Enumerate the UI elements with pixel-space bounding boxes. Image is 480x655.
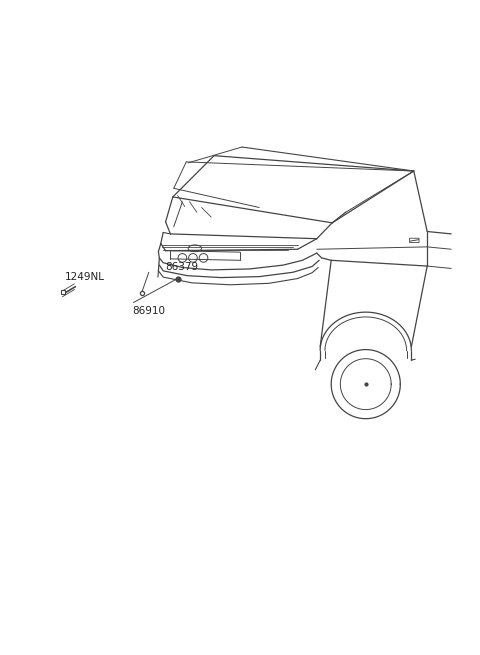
Text: 86379: 86379 — [166, 263, 199, 272]
Text: 86910: 86910 — [132, 306, 165, 316]
Text: 1249NL: 1249NL — [65, 272, 105, 282]
